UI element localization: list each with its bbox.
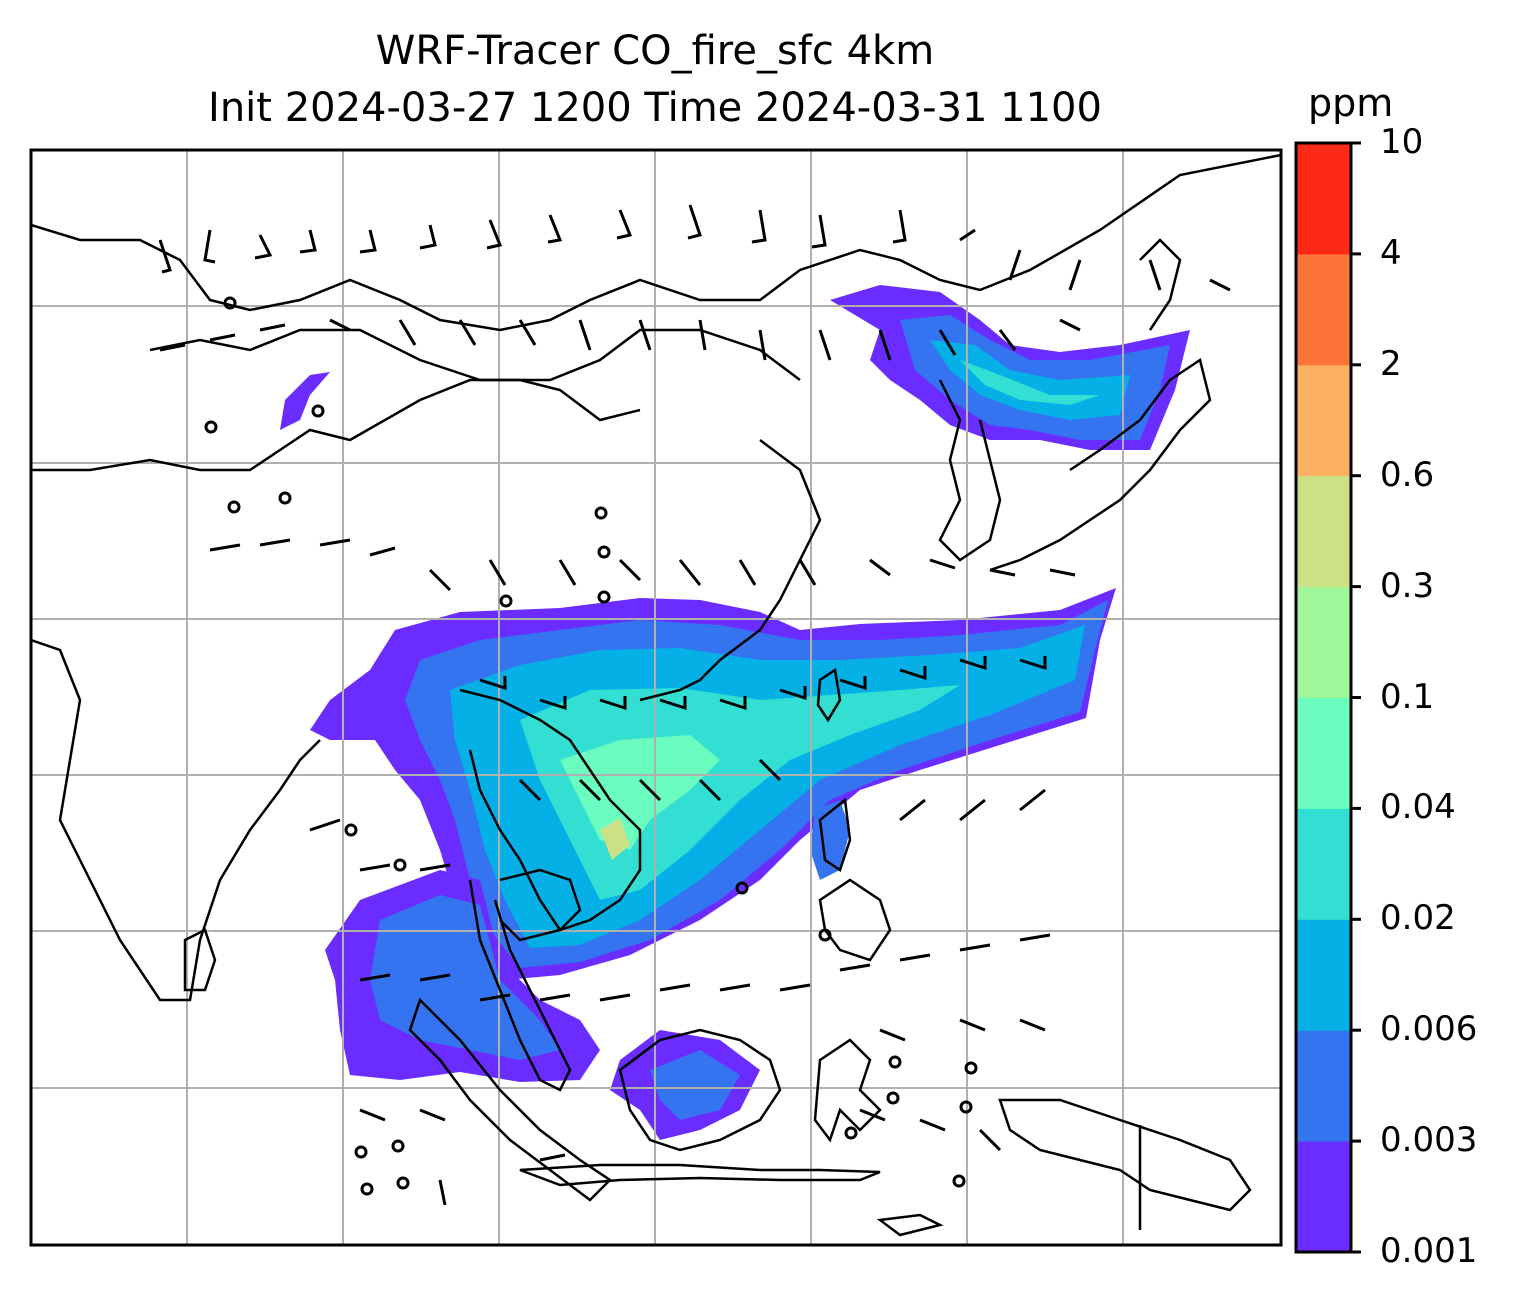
colorbar-tick-label: 10 (1380, 122, 1424, 162)
japan-islands (989, 357, 1212, 572)
map-title: WRF-Tracer CO_fire_sfc 4km (375, 28, 935, 74)
colorbar-tick-label: 2 (1380, 343, 1402, 384)
plume-borneo-low (650, 1050, 740, 1120)
china-north-border (31, 153, 1281, 332)
colorbar-segment (1296, 1141, 1351, 1253)
philippines-luzon (818, 797, 852, 872)
malay-peninsula (468, 879, 572, 1092)
colorbar-segment (1296, 364, 1351, 477)
colorbar-segment (1296, 697, 1351, 809)
colorbar-segment (1296, 253, 1351, 366)
himalaya-border (31, 378, 641, 472)
colorbar-tick-label: 0.006 (1380, 1009, 1478, 1050)
china-east-coast (639, 439, 822, 702)
indochina-coast (459, 688, 642, 932)
colorbar-tick-label: 0.6 (1380, 454, 1435, 495)
colorbar-segment (1296, 808, 1351, 920)
colorbar-segment (1296, 919, 1351, 1031)
sri-lanka (183, 928, 217, 992)
plume-central-china (280, 372, 330, 430)
java (519, 1163, 881, 1187)
colorbar-tick-label: 0.001 (1380, 1231, 1478, 1271)
sumatra (408, 997, 612, 1202)
colorbar-segment (1296, 143, 1351, 255)
colorbar-tick-label: 0.3 (1380, 565, 1435, 606)
sulawesi (813, 1038, 882, 1143)
gulf-of-thailand (499, 868, 582, 942)
plume-main-peak (560, 735, 720, 850)
map-frame (29, 148, 1283, 1247)
coastlines-borders (31, 153, 1281, 1237)
philippines-south (818, 878, 892, 962)
new-guinea (998, 1098, 1252, 1212)
colorbar-tick-label: 4 (1380, 232, 1402, 273)
plume-ne-high (960, 360, 1100, 405)
colorbar (1294, 141, 1361, 1254)
colorbar-segment (1296, 586, 1351, 698)
mongolia-border (149, 328, 801, 382)
map-gridlines (31, 150, 1281, 1245)
taiwan (816, 667, 842, 723)
wind-barbs (158, 204, 1231, 1206)
colorbar-tick-label: 0.02 (1380, 898, 1456, 939)
map-subtitle: Init 2024-03-27 1200 Time 2024-03-31 110… (208, 85, 1102, 131)
colorbar-tick-label: 0.04 (1380, 787, 1456, 828)
timor-islands (876, 1213, 944, 1237)
korea-peninsula (938, 379, 1002, 562)
colorbar-unit: ppm (1308, 81, 1394, 125)
japan-north (1139, 238, 1182, 331)
plume-main-max (600, 818, 630, 860)
borneo (618, 1028, 782, 1152)
colorbar-tick-label: 0.1 (1380, 676, 1435, 717)
colorbar-segment (1296, 1030, 1351, 1142)
co-fire-plume (280, 285, 1190, 1140)
calm-wind-circles (204, 296, 978, 1196)
colorbar-tick-label: 0.003 (1380, 1120, 1478, 1161)
colorbar-segment (1296, 475, 1351, 588)
india-coast (31, 638, 321, 1002)
